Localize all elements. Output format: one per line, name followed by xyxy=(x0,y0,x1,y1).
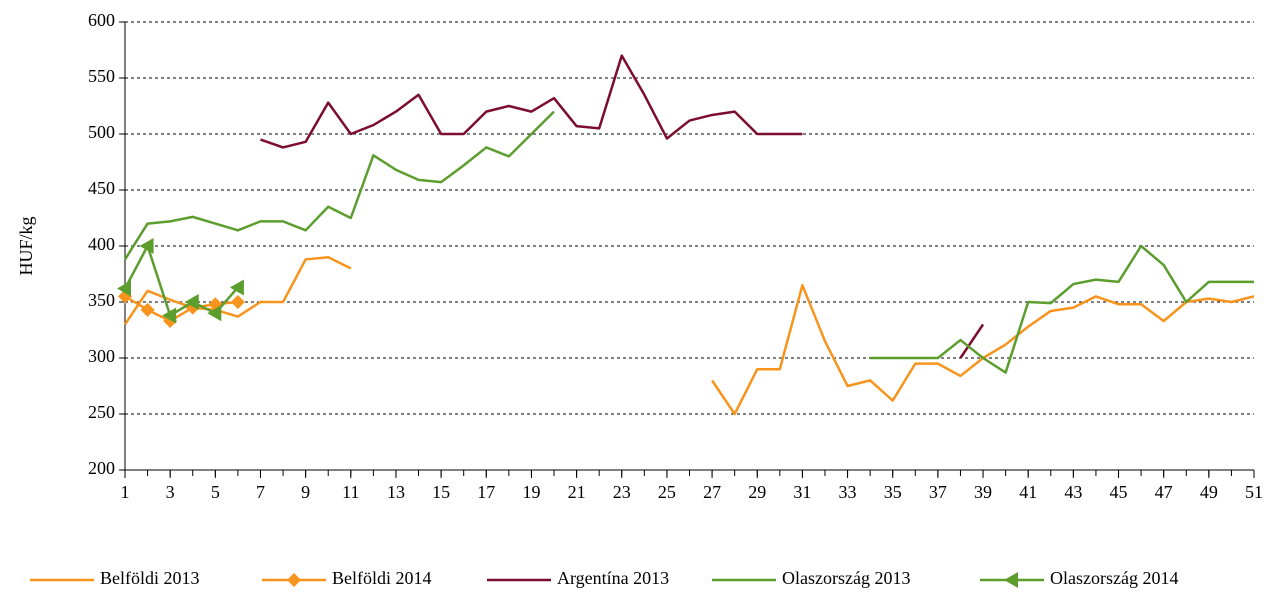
x-tick-label: 51 xyxy=(1245,482,1263,502)
x-tick-label: 19 xyxy=(522,482,540,502)
legend-marker xyxy=(1004,572,1018,588)
legend-label: Belföldi 2013 xyxy=(100,568,200,588)
x-tick-label: 3 xyxy=(166,482,175,502)
y-tick-label: 250 xyxy=(88,402,115,422)
x-tick-label: 5 xyxy=(211,482,220,502)
x-tick-label: 9 xyxy=(301,482,310,502)
x-tick-label: 39 xyxy=(974,482,992,502)
x-tick-label: 43 xyxy=(1064,482,1082,502)
x-tick-label: 11 xyxy=(342,482,359,502)
x-tick-label: 45 xyxy=(1110,482,1128,502)
x-tick-label: 47 xyxy=(1155,482,1173,502)
x-tick-label: 35 xyxy=(884,482,902,502)
y-tick-label: 600 xyxy=(88,10,115,30)
series-line xyxy=(260,54,985,359)
legend-label: Olaszország 2014 xyxy=(1050,568,1178,588)
x-tick-label: 25 xyxy=(658,482,676,502)
y-tick-label: 200 xyxy=(88,458,115,478)
y-tick-label: 550 xyxy=(88,66,115,86)
series-line xyxy=(123,244,239,317)
series-marker xyxy=(139,238,154,254)
x-tick-label: 7 xyxy=(256,482,265,502)
y-tick-label: 450 xyxy=(88,178,115,198)
series-marker xyxy=(117,280,131,297)
series-marker xyxy=(207,305,222,322)
x-tick-label: 27 xyxy=(703,482,721,502)
legend-label: Argentína 2013 xyxy=(557,568,669,588)
legend-label: Olaszország 2013 xyxy=(782,568,910,588)
x-tick-label: 23 xyxy=(613,482,631,502)
x-tick-label: 1 xyxy=(121,482,130,502)
x-tick-label: 41 xyxy=(1019,482,1037,502)
y-tick-label: 400 xyxy=(88,234,115,254)
x-tick-label: 17 xyxy=(477,482,495,502)
y-tick-label: 350 xyxy=(88,290,115,310)
y-axis-label: HUF/kg xyxy=(16,216,36,275)
series-marker xyxy=(184,294,199,310)
series-marker xyxy=(230,295,245,309)
legend-label: Belföldi 2014 xyxy=(332,568,432,588)
x-tick-label: 33 xyxy=(839,482,857,502)
x-tick-label: 49 xyxy=(1200,482,1218,502)
y-tick-label: 500 xyxy=(88,122,115,142)
x-tick-label: 21 xyxy=(568,482,586,502)
series-line xyxy=(123,110,1254,374)
x-tick-label: 37 xyxy=(929,482,947,502)
x-tick-label: 13 xyxy=(387,482,405,502)
y-tick-label: 300 xyxy=(88,346,115,366)
x-tick-label: 15 xyxy=(432,482,450,502)
x-tick-label: 29 xyxy=(748,482,766,502)
series-marker xyxy=(162,307,177,324)
series-marker xyxy=(229,279,244,296)
x-tick-label: 31 xyxy=(793,482,811,502)
series-marker xyxy=(140,302,155,317)
legend-marker xyxy=(287,573,301,587)
